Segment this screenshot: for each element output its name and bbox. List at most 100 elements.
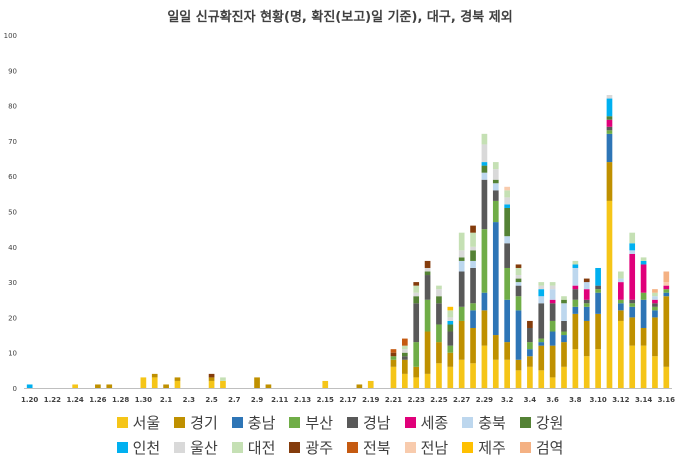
bar-segment [402,359,408,374]
bar-segment [629,306,636,318]
legend-item: 전남 [404,437,449,458]
bar-segment [549,303,556,321]
bar-segment [458,271,465,307]
bar-segment [402,338,408,346]
bar-segment [367,380,374,388]
y-tick-label: 60 [8,173,17,181]
bar-segment [481,310,488,346]
legend-label: 광주 [305,439,333,457]
x-tick-label: 2.3 [183,396,196,404]
bar-segment [413,303,420,343]
x-tick-label: 2.13 [294,396,311,404]
bar-segment [515,264,522,268]
bar-segment [629,253,636,300]
bar-segment [436,289,442,297]
legend-label: 강원 [535,414,564,432]
bar-segment [549,345,556,378]
chart-title: 일일 신규확진자 현황(명, 확진(보고)일 기준), 대구, 경북 제외 [167,9,512,25]
bar-segment [538,338,545,343]
bar-segment [447,317,454,321]
bar-segment [402,345,408,350]
bars [26,95,670,388]
bar-segment [606,200,613,388]
x-tick-label: 3.12 [612,396,629,404]
bar-segment [572,267,579,286]
legend-item: 강원 [519,412,564,433]
bar-segment [629,250,636,254]
bar-segment [583,282,590,290]
bar-segment [208,377,215,381]
bar-segment [492,183,499,191]
bar-segment [413,296,420,304]
legend-label: 전남 [420,439,449,457]
x-tick-label: 1.20 [21,396,38,404]
bar-segment [390,359,397,367]
bar-segment [515,359,522,371]
x-tick-label: 2.23 [408,396,425,404]
bar-segment [481,292,488,311]
bar-segment [549,285,556,290]
bar-segment [538,370,545,388]
bar-segment [618,320,624,388]
bar-segment [549,320,556,332]
bar-segment [595,313,601,350]
bar-segment [390,352,397,357]
legend-label: 전북 [363,439,391,457]
bar-segment [436,285,442,290]
legend-item: 인천 [116,437,160,458]
bar-segment [595,289,601,293]
bar-segment [447,331,454,346]
bar-segment [561,303,567,321]
legend-item: 대전 [231,437,275,458]
x-tick-label: 2.11 [271,396,288,404]
bar-segment [583,303,590,307]
legend-row: 서울 경기 충남 부산 경남 세종 충북 강원 [116,412,564,433]
bar-segment [447,324,454,332]
bar-segment [527,366,533,388]
bar-segment [436,342,442,364]
bar-segment [515,275,522,279]
x-tick-label: 2.7 [228,396,241,404]
bar-segment [106,384,113,388]
bar-segment [470,232,476,247]
legend-swatch [231,417,243,428]
bar-segment [390,349,397,353]
bar-segment [663,292,670,297]
bar-segment [618,303,624,311]
bar-segment [549,289,556,300]
bar-segment [151,373,158,378]
y-tick-label: 70 [8,138,17,146]
bar-segment [26,384,33,388]
bar-segment [538,342,545,346]
bar-segment [424,373,431,388]
bar-segment [424,331,431,374]
legend-swatch [404,442,416,453]
bar-segment [504,243,510,268]
bar-segment [629,232,636,244]
bar-segment [515,278,522,283]
x-tick-label: 3.6 [546,396,559,404]
bar-segment [561,296,567,300]
legend-swatch [404,417,416,428]
bar-segment [424,299,431,332]
bar-segment [436,296,442,304]
bar-segment [481,179,488,230]
bar-segment [663,282,670,286]
legend-label: 검역 [535,439,564,457]
legend-label: 경남 [363,414,391,432]
bar-segment [481,133,488,145]
legend-item: 경남 [347,412,391,433]
bar-segment [549,282,556,286]
legend-label: 제주 [478,439,506,457]
bar-segment [549,331,556,346]
bar-segment [583,356,590,388]
legend-row: 인천 울산 대전 광주 전북 전남 제주 검역 [116,437,564,458]
bar-segment [583,289,590,300]
bar-segment [481,172,488,180]
bar-segment [447,310,454,318]
bar-segment [458,320,465,360]
y-tick-label: 20 [8,314,17,322]
legend-item: 세종 [404,412,448,433]
bar-segment [572,264,579,268]
bar-segment [470,327,476,364]
